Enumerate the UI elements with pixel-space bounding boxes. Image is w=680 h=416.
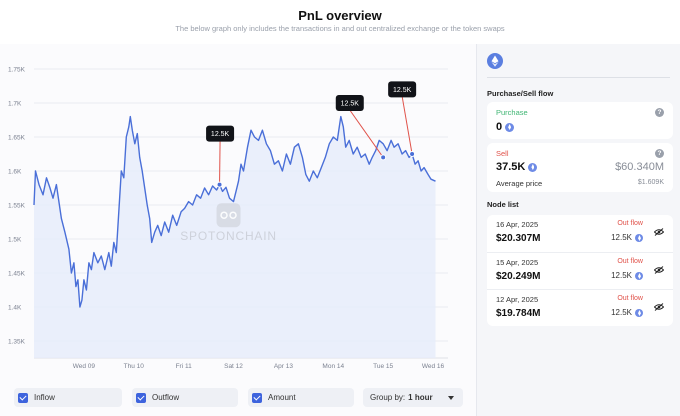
y-tick-label: 1.6K	[8, 169, 22, 176]
node-usd-value: $19.784M	[496, 308, 541, 319]
eth-token-icon	[487, 53, 503, 69]
amount-label: Amount	[268, 393, 296, 402]
help-icon[interactable]: ?	[655, 108, 664, 117]
annotation-label: 12.5K	[341, 101, 360, 108]
node-amount-value: 12.5K	[611, 271, 632, 280]
node-date: 15 Apr, 2025	[496, 258, 539, 267]
node-list-item[interactable]: 12 Apr, 2025 $19.784M Out flow 12.5K	[487, 289, 673, 326]
sidebar: Purchase/Sell flow Purchase ? 0 Sell ? 3…	[476, 44, 680, 416]
annotation-point[interactable]	[409, 151, 416, 157]
node-list-item[interactable]: 16 Apr, 2025 $20.307M Out flow 12.5K	[487, 215, 673, 252]
page-header: PnL overview The below graph only includ…	[0, 0, 680, 42]
y-tick-label: 1.75K	[8, 67, 26, 74]
y-tick-label: 1.65K	[8, 135, 26, 142]
price-area	[34, 116, 436, 358]
node-amount-value: 12.5K	[611, 233, 632, 242]
sell-label: Sell	[496, 149, 509, 158]
annotation-point[interactable]	[380, 154, 387, 161]
node-amount-value: 12.5K	[611, 308, 632, 317]
average-price-value: $1.609K	[637, 179, 664, 186]
node-flow-direction: Out flow	[617, 258, 643, 265]
help-icon[interactable]: ?	[655, 149, 664, 158]
x-tick-label: Thu 10	[124, 363, 145, 370]
chart-controls: Inflow Outflow Amount Group by: 1 hour	[14, 388, 464, 408]
groupby-select[interactable]: Group by: 1 hour	[363, 388, 463, 407]
node-list-title: Node list	[487, 200, 519, 209]
purchase-amount: 0	[496, 121, 503, 133]
purchase-value: 0	[496, 121, 515, 133]
annotation-connector	[349, 109, 384, 158]
node-date: 16 Apr, 2025	[496, 220, 539, 229]
annotation-box[interactable]	[206, 125, 235, 142]
eth-diamond-icon	[491, 55, 499, 67]
chart-panel: 1.35K 1.4K 1.45K 1.5K 1.55K 1.6K 1.65K 1.7K 1.75…	[0, 44, 476, 416]
price-line	[33, 115, 436, 308]
annotation-label: 12.5K	[211, 131, 230, 138]
inflow-toggle[interactable]: Inflow	[14, 388, 122, 407]
x-tick-label: Wed 09	[73, 363, 96, 370]
x-tick-label: Apr 13	[274, 363, 294, 370]
x-tick-label: Tue 15	[373, 363, 393, 370]
amount-toggle[interactable]: Amount	[248, 388, 354, 407]
x-tick-label: Wed 16	[422, 363, 445, 370]
checkbox-checked-icon[interactable]	[136, 392, 146, 403]
eye-off-icon[interactable]	[654, 303, 664, 311]
node-date: 12 Apr, 2025	[496, 295, 539, 304]
pnl-chart: 1.35K 1.4K 1.45K 1.5K 1.55K 1.6K 1.65K 1.7K 1.75…	[8, 67, 448, 370]
sell-card: Sell ? 37.5K $60.340M Average price $1.6…	[487, 143, 673, 192]
watermark-logo-icon	[229, 211, 237, 219]
groupby-label: Group by:	[370, 393, 406, 402]
y-tick-label: 1.45K	[8, 271, 26, 278]
annotation-box[interactable]	[388, 81, 417, 98]
page-title: PnL overview	[298, 8, 382, 23]
watermark-logo-icon	[216, 203, 241, 228]
annotation-point[interactable]	[216, 181, 223, 188]
purchase-card: Purchase ? 0	[487, 102, 673, 139]
watermark-logo-icon	[220, 211, 228, 219]
eye-off-icon[interactable]	[654, 266, 664, 274]
eth-coin-icon	[528, 162, 538, 172]
page-subtitle: The below graph only includes the transa…	[175, 24, 505, 33]
chevron-down-icon	[448, 396, 454, 400]
node-amount: 12.5K	[611, 308, 643, 317]
x-tick-label: Sat 12	[224, 363, 243, 370]
sell-usd-value: $60.340M	[615, 161, 664, 173]
eth-coin-icon	[635, 308, 643, 317]
outflow-toggle[interactable]: Outflow	[132, 388, 238, 407]
eye-off-icon[interactable]	[654, 228, 664, 236]
node-usd-value: $20.249M	[496, 271, 541, 282]
watermark-text: SPOTONCHAIN	[180, 229, 277, 243]
y-tick-label: 1.35K	[8, 339, 26, 346]
checkbox-checked-icon[interactable]	[252, 392, 262, 403]
node-flow-direction: Out flow	[617, 295, 643, 302]
inflow-label: Inflow	[34, 393, 55, 402]
node-amount: 12.5K	[611, 233, 643, 242]
eth-coin-icon	[635, 233, 643, 242]
annotation-connector	[219, 140, 221, 185]
y-tick-label: 1.55K	[8, 203, 26, 210]
x-tick-label: Fri 11	[176, 363, 193, 370]
annotation-connector	[401, 96, 413, 155]
node-usd-value: $20.307M	[496, 233, 541, 244]
eth-coin-icon	[505, 122, 515, 132]
checkbox-checked-icon[interactable]	[18, 392, 28, 403]
sell-amount: 37.5K	[496, 161, 526, 173]
eth-coin-icon	[635, 271, 643, 280]
y-tick-label: 1.5K	[8, 237, 22, 244]
sidebar-divider	[487, 77, 670, 78]
purchase-label: Purchase	[496, 108, 528, 117]
node-flow-direction: Out flow	[617, 220, 643, 227]
outflow-label: Outflow	[152, 393, 180, 402]
annotation-label: 12.5K	[393, 87, 412, 94]
groupby-value: 1 hour	[408, 393, 433, 402]
y-tick-label: 1.7K	[8, 101, 22, 108]
annotation-box[interactable]	[335, 95, 364, 111]
node-amount: 12.5K	[611, 271, 643, 280]
y-tick-label: 1.4K	[8, 305, 22, 312]
sell-value: 37.5K	[496, 161, 538, 173]
x-tick-label: Mon 14	[322, 363, 344, 370]
flow-section-title: Purchase/Sell flow	[487, 89, 554, 98]
average-price-label: Average price	[496, 179, 543, 188]
node-list-item[interactable]: 15 Apr, 2025 $20.249M Out flow 12.5K	[487, 252, 673, 289]
